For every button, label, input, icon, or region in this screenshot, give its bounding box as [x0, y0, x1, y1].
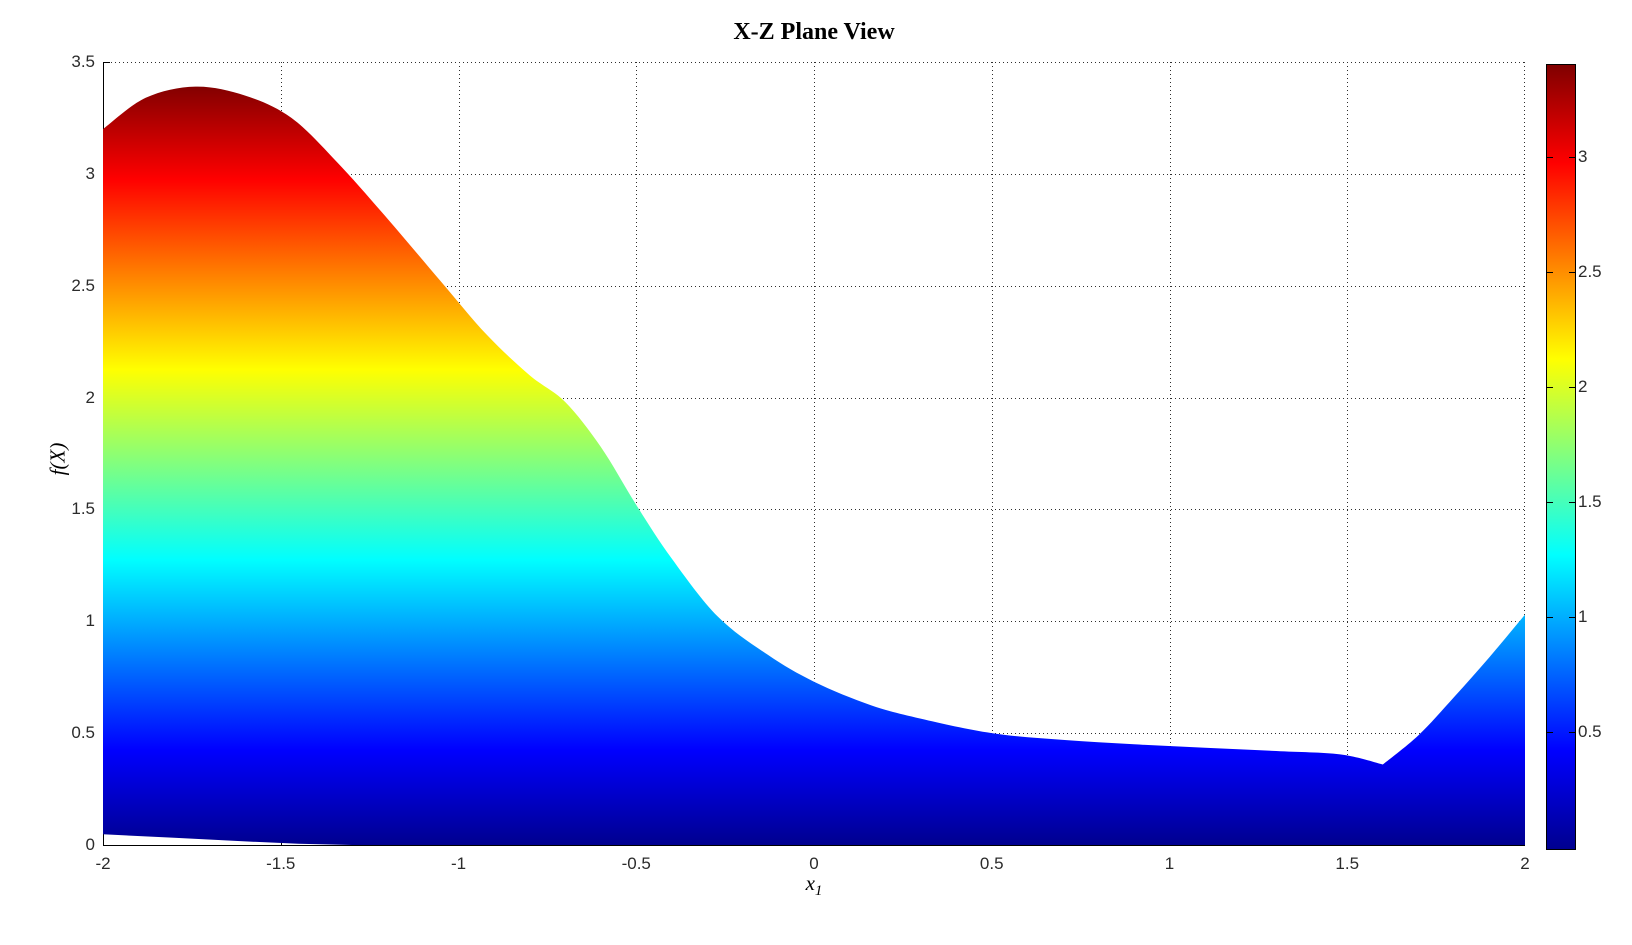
x-axis-tick-label: 0.5: [979, 854, 1004, 873]
x-axis-tick-label: 1.5: [1335, 854, 1360, 873]
x-axis-label-subscript: 1: [814, 883, 823, 900]
colorbar-tick: [1547, 502, 1553, 503]
colorbar-tick-label: 1.5: [1578, 492, 1602, 511]
y-axis-tick-label: 2.5: [71, 275, 95, 295]
y-axis-tick-label: 1.5: [71, 499, 95, 519]
x-axis-tick-label: 2: [1520, 854, 1530, 873]
colorbar-tick-label: 2.5: [1578, 262, 1602, 281]
grid-line-vertical: [992, 62, 993, 845]
colorbar-tick: [1547, 157, 1553, 158]
y-axis-tick-label: 0: [85, 835, 95, 854]
colorbar-tick-label: 2: [1578, 377, 1588, 396]
y-axis-tick-label: 0.5: [71, 723, 95, 743]
colorbar-tick: [1569, 157, 1575, 158]
x-axis-tick-label: 0: [809, 854, 819, 873]
grid-line-horizontal: [103, 398, 1525, 399]
grid-line-horizontal: [103, 621, 1525, 622]
axis-line-x: [103, 845, 1525, 846]
colorbar-tick: [1569, 272, 1575, 273]
x-axis-label: x1: [774, 871, 854, 900]
colorbar-tick: [1569, 502, 1575, 503]
colorbar: [1546, 64, 1576, 850]
grid-line-vertical: [1524, 62, 1525, 845]
surface-svg: [103, 86, 1525, 845]
y-axis-tick-label: 3: [85, 163, 95, 183]
colorbar-tick: [1547, 732, 1553, 733]
y-axis-tick-label: 3.5: [71, 52, 95, 71]
grid-line-vertical: [1170, 62, 1171, 845]
grid-line-horizontal: [103, 509, 1525, 510]
x-axis-tick-label: 1: [1164, 854, 1175, 873]
y-axis-tick-label: 2: [85, 387, 95, 407]
x-axis-tick-label: -1.5: [266, 854, 296, 873]
surface-area-fill: [103, 86, 1525, 845]
y-axis-tick: [103, 62, 110, 63]
colorbar-tick: [1547, 617, 1553, 618]
colorbar-gradient: [1547, 65, 1575, 849]
grid-line-horizontal: [103, 62, 1525, 63]
colorbar-tick-label: 3: [1578, 147, 1588, 166]
colorbar-tick-label: 0.5: [1578, 722, 1602, 741]
colorbar-tick-label: 1: [1578, 607, 1588, 626]
x-axis-tick-label: -2: [95, 854, 111, 873]
grid-line-vertical: [636, 62, 637, 845]
x-axis-tick-label: -1: [450, 854, 467, 873]
y-axis-tick: [103, 845, 110, 846]
colorbar-tick: [1569, 617, 1575, 618]
y-axis-label: f(X): [45, 442, 70, 476]
grid-line-vertical: [1347, 62, 1348, 845]
chart-title: X-Z Plane View: [733, 19, 895, 45]
colorbar-tick: [1547, 387, 1553, 388]
plot-area: [103, 62, 1525, 846]
x-axis-tick: [103, 838, 104, 845]
y-axis-tick-label: 1: [85, 611, 95, 631]
grid-line-horizontal: [103, 174, 1525, 175]
x-axis-tick-label: -0.5: [621, 854, 651, 873]
grid-line-horizontal: [103, 286, 1525, 287]
colorbar-tick: [1547, 272, 1553, 273]
colorbar-tick: [1569, 732, 1575, 733]
x-axis-label-base: x: [805, 871, 815, 895]
grid-line-vertical: [814, 62, 815, 845]
colorbar-tick: [1569, 387, 1575, 388]
